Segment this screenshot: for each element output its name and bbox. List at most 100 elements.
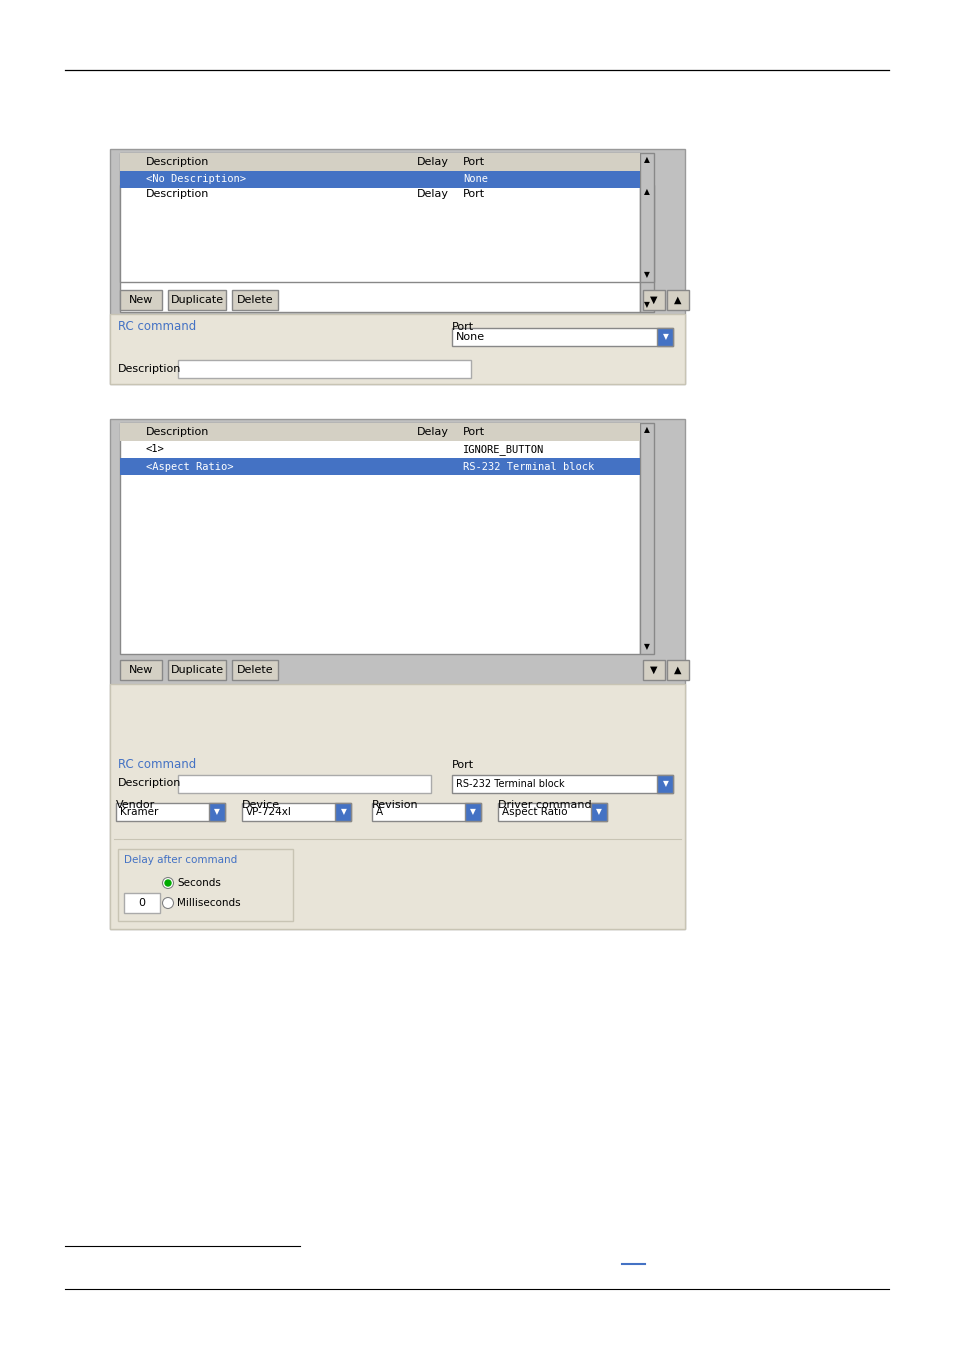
Text: <Aspect Ratio>: <Aspect Ratio> (146, 462, 233, 471)
Text: ▲: ▲ (643, 425, 649, 435)
Text: ▼: ▼ (650, 295, 657, 305)
Text: ▼: ▼ (340, 807, 346, 816)
Text: Description: Description (146, 190, 209, 199)
FancyBboxPatch shape (666, 659, 688, 680)
Text: Kramer: Kramer (120, 807, 158, 816)
Text: ▼: ▼ (643, 301, 649, 310)
Text: ▲: ▲ (643, 187, 649, 196)
FancyBboxPatch shape (120, 153, 639, 282)
Text: VP-724xl: VP-724xl (246, 807, 292, 816)
FancyBboxPatch shape (168, 659, 226, 680)
Text: None: None (463, 175, 488, 184)
Text: Description: Description (118, 779, 181, 788)
FancyBboxPatch shape (639, 422, 654, 654)
Text: RC command: RC command (118, 758, 196, 772)
Text: ▼: ▼ (662, 333, 668, 341)
FancyBboxPatch shape (120, 290, 162, 310)
Text: New: New (129, 665, 153, 676)
Text: Description: Description (118, 364, 181, 374)
Circle shape (162, 898, 173, 909)
FancyBboxPatch shape (657, 774, 673, 793)
Text: RS-232 Terminal block: RS-232 Terminal block (456, 779, 564, 789)
Text: None: None (463, 207, 488, 217)
FancyBboxPatch shape (120, 659, 162, 680)
Text: ▼: ▼ (643, 643, 649, 651)
Text: Aspect Ratio: Aspect Ratio (501, 807, 567, 816)
Text: None: None (456, 332, 485, 343)
FancyBboxPatch shape (110, 314, 684, 385)
Text: RS-232 Terminal block: RS-232 Terminal block (463, 462, 594, 471)
FancyBboxPatch shape (452, 774, 673, 793)
FancyBboxPatch shape (120, 185, 639, 203)
Text: ▲: ▲ (643, 156, 649, 164)
Text: Revision: Revision (372, 800, 417, 810)
FancyBboxPatch shape (209, 803, 225, 821)
Text: ▼: ▼ (643, 271, 649, 279)
Text: Milliseconds: Milliseconds (177, 898, 240, 909)
Text: ▼: ▼ (650, 665, 657, 676)
FancyBboxPatch shape (642, 290, 664, 310)
FancyBboxPatch shape (118, 849, 293, 921)
Text: Driver command: Driver command (497, 800, 591, 810)
Circle shape (165, 880, 171, 886)
FancyBboxPatch shape (639, 153, 654, 282)
Text: RC command: RC command (118, 321, 196, 333)
FancyBboxPatch shape (232, 290, 277, 310)
FancyBboxPatch shape (335, 803, 351, 821)
FancyBboxPatch shape (242, 803, 351, 821)
Text: ▼: ▼ (662, 780, 668, 788)
FancyBboxPatch shape (591, 803, 607, 821)
Text: Delay after command: Delay after command (124, 854, 237, 865)
Text: Delete: Delete (236, 295, 273, 305)
FancyBboxPatch shape (110, 149, 684, 385)
FancyBboxPatch shape (124, 894, 160, 913)
FancyBboxPatch shape (178, 774, 431, 793)
FancyBboxPatch shape (178, 360, 471, 378)
FancyBboxPatch shape (168, 290, 226, 310)
FancyBboxPatch shape (232, 659, 277, 680)
FancyBboxPatch shape (110, 418, 684, 929)
Text: ▼: ▼ (213, 807, 220, 816)
FancyBboxPatch shape (120, 153, 639, 171)
Text: Delay: Delay (416, 157, 448, 167)
FancyBboxPatch shape (666, 290, 688, 310)
Text: Port: Port (463, 157, 485, 167)
Text: Port: Port (452, 322, 474, 332)
FancyBboxPatch shape (120, 171, 639, 188)
FancyBboxPatch shape (120, 422, 639, 654)
Text: 0: 0 (138, 898, 146, 909)
Text: <No Description>: <No Description> (146, 175, 246, 184)
Text: IGNORE_BUTTON: IGNORE_BUTTON (463, 444, 544, 455)
Text: ▲: ▲ (674, 295, 681, 305)
Text: Seconds: Seconds (177, 877, 221, 888)
FancyBboxPatch shape (497, 803, 607, 821)
Text: Description: Description (146, 427, 209, 437)
FancyBboxPatch shape (115, 803, 225, 821)
Text: A: A (375, 807, 382, 816)
Text: Duplicate: Duplicate (171, 665, 223, 676)
FancyBboxPatch shape (120, 458, 639, 475)
Text: ▼: ▼ (470, 807, 476, 816)
FancyBboxPatch shape (464, 803, 480, 821)
FancyBboxPatch shape (657, 328, 673, 347)
FancyBboxPatch shape (110, 684, 684, 929)
Text: Delay: Delay (416, 190, 448, 199)
FancyBboxPatch shape (642, 659, 664, 680)
Text: Delay: Delay (416, 427, 448, 437)
Text: Delete: Delete (236, 665, 273, 676)
Text: <No Description>: <No Description> (146, 207, 246, 217)
Text: Port: Port (463, 190, 485, 199)
FancyBboxPatch shape (639, 185, 654, 311)
Text: ▲: ▲ (674, 665, 681, 676)
Text: Port: Port (463, 427, 485, 437)
FancyBboxPatch shape (372, 803, 480, 821)
Text: Description: Description (146, 157, 209, 167)
Text: ▼: ▼ (596, 807, 601, 816)
Circle shape (162, 877, 173, 888)
FancyBboxPatch shape (120, 203, 639, 219)
Text: <1>: <1> (146, 444, 165, 455)
Text: Device: Device (242, 800, 280, 810)
Text: Port: Port (452, 760, 474, 770)
Text: Vendor: Vendor (115, 800, 154, 810)
FancyBboxPatch shape (120, 422, 639, 441)
